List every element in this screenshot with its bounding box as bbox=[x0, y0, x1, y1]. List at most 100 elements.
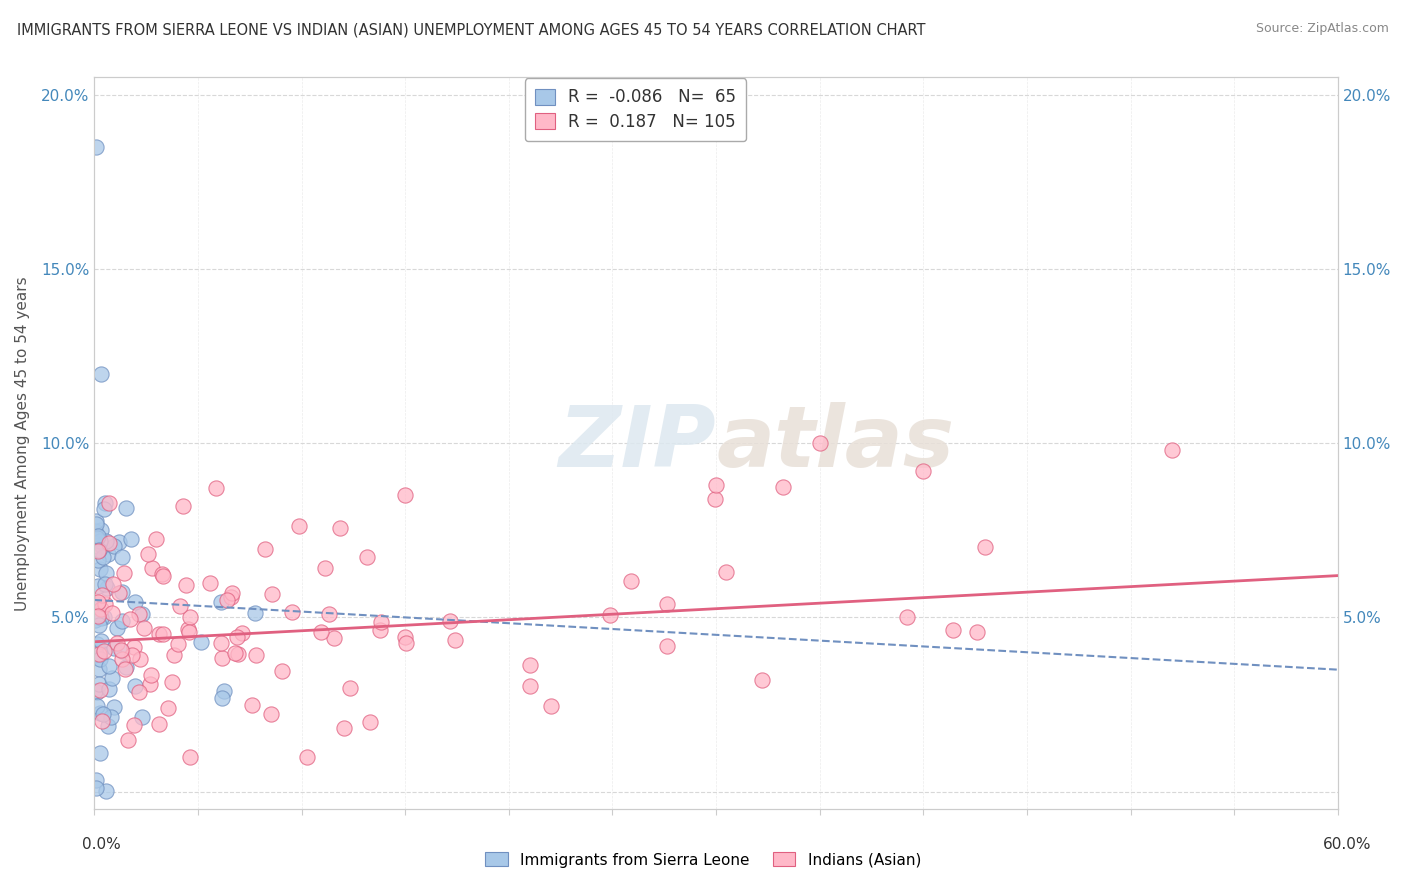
Point bbox=[132, 621, 155, 635]
Text: atlas: atlas bbox=[716, 401, 955, 484]
Point bbox=[90, 588, 112, 602]
Point bbox=[103, 700, 125, 714]
Point bbox=[96, 581, 118, 595]
Point bbox=[111, 550, 134, 565]
Point bbox=[368, 624, 391, 638]
Point bbox=[124, 595, 146, 609]
Point bbox=[96, 566, 118, 580]
Point bbox=[309, 625, 332, 640]
Point bbox=[253, 541, 276, 556]
Point bbox=[89, 618, 111, 632]
Point bbox=[84, 645, 107, 659]
Point bbox=[215, 593, 238, 607]
Point bbox=[122, 718, 145, 732]
Point bbox=[599, 607, 621, 622]
Point bbox=[131, 710, 153, 724]
Point bbox=[314, 561, 336, 575]
Point bbox=[103, 641, 125, 656]
Point bbox=[243, 606, 266, 620]
Text: 0.0%: 0.0% bbox=[82, 838, 121, 852]
Text: Source: ZipAtlas.com: Source: ZipAtlas.com bbox=[1256, 22, 1389, 36]
Point bbox=[101, 672, 124, 686]
Point bbox=[124, 679, 146, 693]
Point bbox=[896, 610, 918, 624]
Point bbox=[97, 659, 120, 673]
Point bbox=[84, 781, 107, 796]
Point bbox=[89, 648, 111, 662]
Point bbox=[87, 595, 110, 609]
Point bbox=[174, 577, 197, 591]
Point bbox=[356, 549, 378, 564]
Point bbox=[98, 496, 121, 510]
Point bbox=[84, 524, 107, 539]
Point bbox=[90, 601, 112, 615]
Point bbox=[318, 607, 340, 621]
Point bbox=[103, 577, 125, 591]
Point bbox=[204, 481, 226, 495]
Point bbox=[124, 640, 146, 655]
Point bbox=[89, 607, 111, 622]
Point bbox=[179, 749, 201, 764]
Point bbox=[89, 652, 111, 666]
Point bbox=[148, 626, 170, 640]
Point bbox=[519, 657, 541, 672]
Point bbox=[120, 612, 142, 626]
Point bbox=[128, 607, 150, 621]
Point bbox=[145, 532, 167, 546]
Point bbox=[97, 535, 120, 549]
Point bbox=[179, 609, 201, 624]
Point bbox=[117, 733, 139, 747]
Point bbox=[704, 478, 727, 492]
Point bbox=[100, 710, 122, 724]
Point bbox=[89, 706, 111, 720]
Point bbox=[262, 587, 284, 601]
Point bbox=[139, 667, 162, 681]
Point bbox=[177, 624, 200, 639]
Point bbox=[167, 637, 190, 651]
Point bbox=[395, 636, 418, 650]
Point bbox=[120, 533, 142, 547]
Point bbox=[111, 644, 134, 658]
Point bbox=[240, 698, 263, 712]
Point bbox=[115, 660, 138, 674]
Point bbox=[94, 533, 117, 548]
Point bbox=[209, 635, 232, 649]
Point bbox=[90, 523, 112, 537]
Point bbox=[212, 683, 235, 698]
Point bbox=[93, 597, 115, 611]
Point bbox=[169, 599, 191, 614]
Point bbox=[87, 544, 110, 558]
Point bbox=[245, 648, 267, 662]
Point bbox=[152, 569, 174, 583]
Point bbox=[912, 464, 935, 478]
Point bbox=[808, 436, 831, 450]
Point bbox=[84, 516, 107, 531]
Point bbox=[519, 679, 541, 693]
Point bbox=[973, 540, 995, 554]
Point bbox=[87, 608, 110, 623]
Point bbox=[370, 615, 392, 630]
Point bbox=[714, 566, 737, 580]
Point bbox=[110, 643, 132, 657]
Point bbox=[105, 621, 128, 635]
Point bbox=[966, 624, 988, 639]
Point bbox=[323, 631, 346, 645]
Legend: R =  -0.086   N=  65, R =  0.187   N= 105: R = -0.086 N= 65, R = 0.187 N= 105 bbox=[524, 78, 747, 141]
Point bbox=[751, 673, 773, 687]
Point bbox=[91, 549, 114, 564]
Point bbox=[152, 627, 174, 641]
Point bbox=[86, 140, 108, 154]
Point bbox=[111, 652, 134, 666]
Point bbox=[84, 684, 107, 698]
Point bbox=[115, 500, 138, 515]
Point bbox=[86, 597, 108, 611]
Point bbox=[941, 624, 963, 638]
Point bbox=[87, 607, 110, 622]
Point bbox=[211, 691, 233, 706]
Point bbox=[121, 648, 143, 663]
Point bbox=[101, 606, 124, 620]
Point bbox=[226, 647, 249, 661]
Point bbox=[94, 496, 117, 510]
Point bbox=[655, 597, 678, 611]
Point bbox=[86, 647, 108, 661]
